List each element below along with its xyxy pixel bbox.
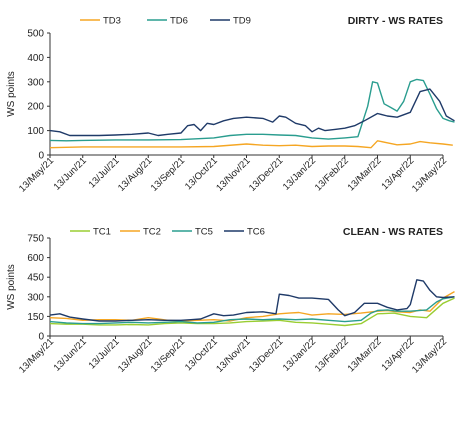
y-tick-label: 0 <box>38 332 44 343</box>
x-tick-label: 13/Nov/21 <box>214 336 252 374</box>
y-tick-label: 200 <box>27 102 44 113</box>
legend-label-td6: TD6 <box>170 16 188 27</box>
x-tick-label: 13/Sep/21 <box>149 155 187 193</box>
x-tick-label: 13/Jun/21 <box>52 336 89 373</box>
legend-label-tc6: TC6 <box>247 227 265 238</box>
y-tick-label: 400 <box>27 53 44 64</box>
x-tick-label: 13/Jan/22 <box>281 336 318 373</box>
y-axis-label: WS points <box>6 264 17 310</box>
series-line-tc2 <box>49 290 455 322</box>
series-line-td6 <box>49 78 455 142</box>
y-tick-label: 300 <box>27 77 44 88</box>
legend-label-tc1: TC1 <box>93 227 111 238</box>
x-tick-label: 13/Feb/22 <box>313 336 351 374</box>
x-tick-label: 13/Sep/21 <box>149 336 187 374</box>
series-line-tc1 <box>49 297 455 327</box>
x-tick-label: 13/Nov/21 <box>214 155 252 193</box>
y-axis-label: WS points <box>6 71 17 117</box>
x-tick-label: 13/Aug/21 <box>116 155 154 193</box>
chart-title: CLEAN - WS RATES <box>343 226 443 238</box>
x-tick-label: 13/May/22 <box>410 155 449 194</box>
dirty-ws-rates-chart: 0 100 200 300 400 500 WS points 13/May/2113/Jun… <box>6 15 455 194</box>
x-tick-label: 13/May/22 <box>410 336 449 375</box>
x-tick-label: 13/May/21 <box>17 155 56 194</box>
x-tick-label: 13/May/21 <box>17 336 56 375</box>
y-tick-label: 300 <box>27 292 44 303</box>
y-tick-label: 600 <box>27 253 44 264</box>
legend-label-td9: TD9 <box>233 16 251 27</box>
y-tick-label: 750 <box>27 234 44 245</box>
x-tick-label: 13/Jan/22 <box>281 155 318 192</box>
y-tick-label: 500 <box>27 29 44 40</box>
y-tick-label: 0 <box>38 151 44 162</box>
x-tick-label: 13/Feb/22 <box>313 155 351 193</box>
clean-ws-rates-chart: 0 150 300 450 600 750 WS points 13/May/2113/Jun… <box>6 226 455 375</box>
x-tick-label: 13/Dec/21 <box>247 336 285 374</box>
y-tick-label: 150 <box>27 312 44 323</box>
chart-title: DIRTY - WS RATES <box>348 15 443 27</box>
y-tick-label: 100 <box>27 126 44 137</box>
series-line-td9 <box>49 88 455 137</box>
x-tick-label: 13/Mar/22 <box>346 155 384 193</box>
series-line-tc5 <box>49 296 455 325</box>
x-tick-label: 13/Aug/21 <box>116 336 154 374</box>
x-tick-label: 13/Jun/21 <box>52 155 89 192</box>
legend-label-tc5: TC5 <box>195 227 213 238</box>
legend-label-tc2: TC2 <box>143 227 161 238</box>
x-tick-label: 13/Mar/22 <box>346 336 384 374</box>
series-line-td3 <box>49 140 453 149</box>
series-line-tc6 <box>49 279 455 322</box>
x-tick-label: 13/Dec/21 <box>247 155 285 193</box>
legend-label-td3: TD3 <box>103 16 121 27</box>
y-tick-label: 450 <box>27 273 44 284</box>
